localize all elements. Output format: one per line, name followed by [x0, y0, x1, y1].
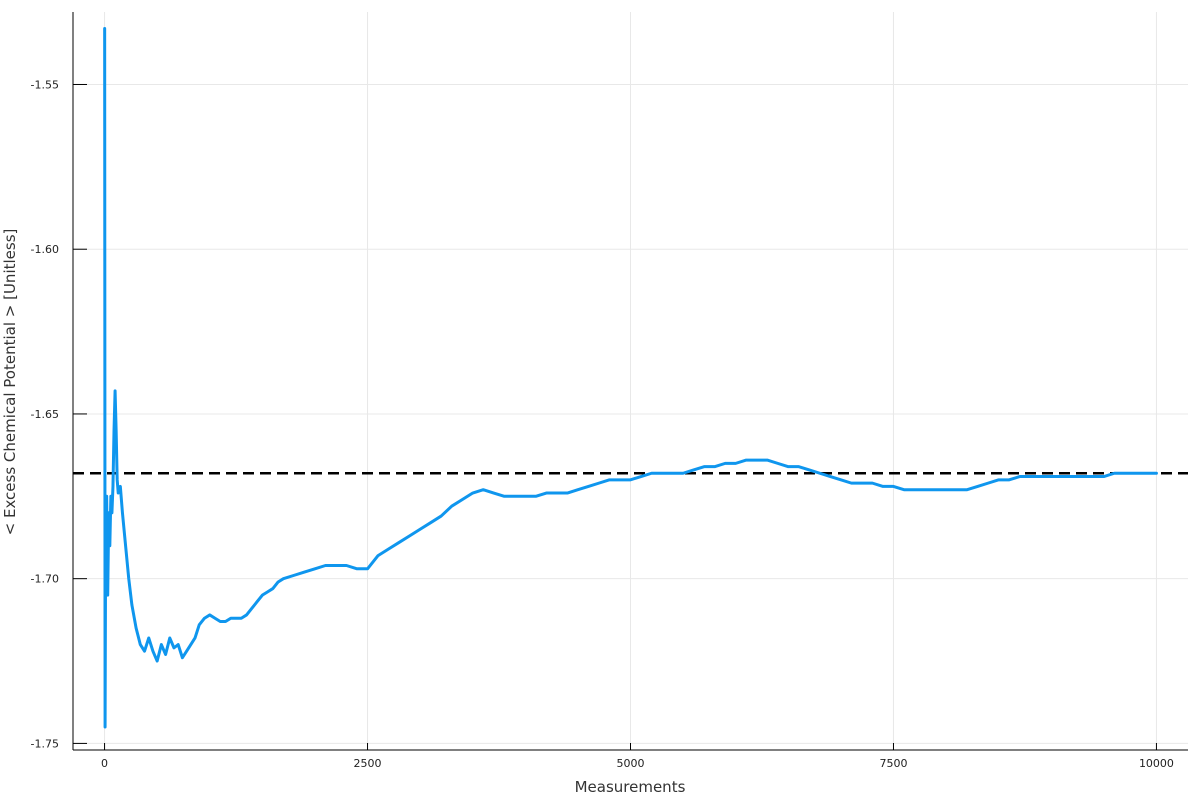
grid-lines: [73, 12, 1188, 750]
x-tick-label: 7500: [879, 757, 907, 770]
series-layer: [103, 26, 1158, 729]
y-tick-label: -1.60: [31, 243, 59, 256]
x-tick-label: 0: [101, 757, 108, 770]
y-tick-label: -1.55: [31, 78, 59, 91]
y-axis-label: < Excess Chemical Potential > [Unitless]: [1, 229, 19, 536]
x-tick-label: 10000: [1139, 757, 1174, 770]
y-axis-ticks: -1.55 -1.60 -1.65 -1.70 -1.75: [31, 78, 87, 750]
x-axis-label: Measurements: [575, 778, 686, 796]
y-tick-label: -1.65: [31, 408, 59, 421]
y-tick-label: -1.70: [31, 573, 59, 586]
series-line: [103, 26, 1158, 729]
x-tick-label: 2500: [354, 757, 382, 770]
x-axis-ticks: 0 2500 5000 7500 10000: [101, 743, 1174, 770]
x-tick-label: 5000: [617, 757, 645, 770]
y-tick-label: -1.75: [31, 737, 59, 750]
